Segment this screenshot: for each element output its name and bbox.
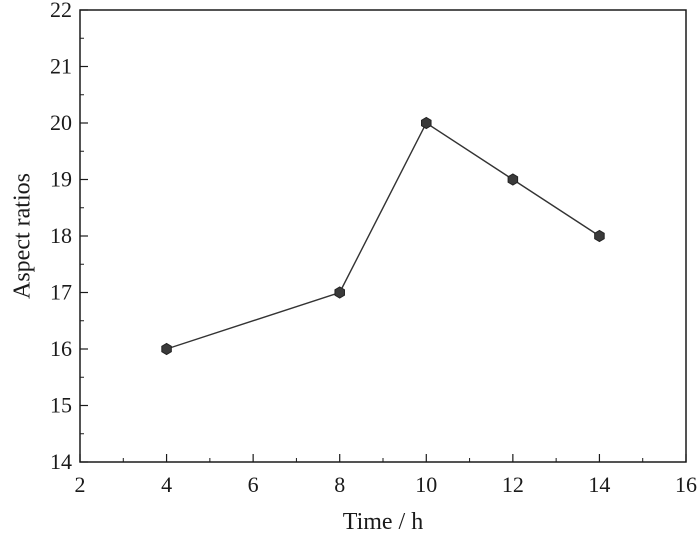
y-axis-label: Aspect ratios (10, 173, 36, 299)
y-tick-label: 15 (50, 393, 72, 418)
data-point (334, 286, 345, 299)
x-tick-label: 2 (75, 472, 86, 497)
y-tick-label: 16 (50, 336, 72, 361)
y-tick-label: 18 (50, 223, 72, 248)
series-line (166, 121, 600, 350)
data-point (161, 342, 172, 356)
y-tick-label: 21 (50, 54, 72, 79)
x-tick-label: 14 (588, 472, 610, 497)
data-point (421, 116, 432, 130)
y-tick-label: 20 (50, 110, 72, 135)
x-tick-label: 8 (334, 472, 345, 497)
x-tick-label: 4 (161, 472, 172, 497)
x-tick-label: 12 (502, 472, 524, 497)
series-0 (161, 116, 605, 356)
y-tick-label: 14 (50, 449, 72, 474)
x-tick-label: 16 (675, 472, 697, 497)
x-axis-label: Time / h (343, 509, 423, 535)
data-point (594, 229, 605, 243)
y-tick-label: 19 (50, 167, 72, 192)
y-tick-label: 22 (50, 0, 72, 22)
data-point (507, 173, 519, 186)
y-tick-label: 17 (50, 280, 72, 305)
x-tick-label: 10 (415, 472, 437, 497)
x-tick-label: 6 (248, 472, 259, 497)
x-axis: 2 4 6 8 10 12 14 16 (75, 454, 697, 497)
y-axis: 14 15 16 17 18 19 20 21 22 (50, 0, 88, 474)
